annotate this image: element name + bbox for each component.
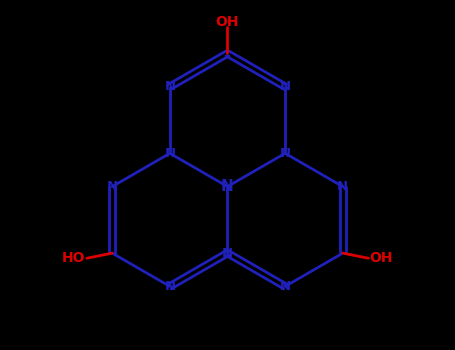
Text: N: N: [279, 147, 291, 160]
Text: N: N: [164, 280, 176, 293]
Text: N: N: [337, 180, 349, 193]
Text: N: N: [106, 180, 118, 193]
Text: N: N: [279, 80, 291, 93]
Text: N: N: [221, 179, 234, 194]
Text: N: N: [222, 247, 233, 260]
Text: N: N: [164, 147, 176, 160]
Text: N: N: [279, 280, 291, 293]
Text: N: N: [164, 80, 176, 93]
Text: HO: HO: [62, 251, 86, 265]
Text: OH: OH: [216, 15, 239, 29]
Text: OH: OH: [369, 251, 393, 265]
